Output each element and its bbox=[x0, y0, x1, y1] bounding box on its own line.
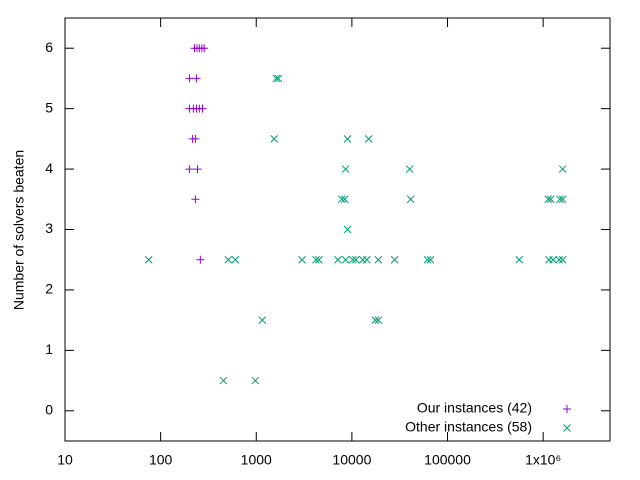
data-point bbox=[426, 255, 435, 264]
data-point bbox=[371, 316, 380, 324]
data-point bbox=[298, 255, 306, 264]
data-point bbox=[348, 255, 357, 264]
data-point bbox=[374, 316, 383, 324]
x-tick-label: 100000 bbox=[424, 452, 471, 468]
data-point bbox=[351, 255, 360, 264]
data-point bbox=[558, 195, 567, 204]
data-point bbox=[272, 74, 281, 83]
y-tick-label: 2 bbox=[45, 281, 53, 297]
x-tick-label: 10000 bbox=[332, 452, 371, 468]
legend-label: Other instances (58) bbox=[405, 419, 532, 435]
data-point bbox=[224, 255, 233, 264]
y-tick-label: 6 bbox=[45, 39, 53, 55]
y-tick-label: 5 bbox=[45, 99, 53, 115]
data-point bbox=[364, 135, 373, 143]
data-point bbox=[219, 376, 228, 385]
data-point bbox=[405, 165, 414, 173]
data-point bbox=[555, 255, 564, 264]
data-point bbox=[362, 255, 371, 264]
data-point bbox=[334, 255, 342, 264]
data-point bbox=[185, 74, 194, 83]
data-point bbox=[274, 74, 283, 83]
data-point bbox=[196, 255, 205, 264]
legend-marker bbox=[563, 405, 571, 413]
data-point bbox=[358, 255, 367, 264]
data-point bbox=[191, 195, 200, 204]
data-point bbox=[515, 255, 524, 264]
data-point bbox=[341, 255, 350, 264]
data-point bbox=[556, 195, 564, 204]
data-point bbox=[343, 135, 352, 143]
data-point bbox=[191, 134, 200, 143]
data-point bbox=[258, 316, 267, 324]
data-point bbox=[545, 255, 553, 264]
y-tick-label: 1 bbox=[45, 341, 53, 357]
y-tick-label: 4 bbox=[45, 160, 53, 176]
data-point bbox=[390, 255, 399, 264]
data-point bbox=[343, 225, 352, 234]
data-point bbox=[270, 135, 279, 143]
data-point bbox=[549, 255, 557, 264]
x-tick-label: 100 bbox=[149, 452, 173, 468]
y-tick-label: 0 bbox=[45, 401, 53, 417]
data-point bbox=[198, 104, 207, 113]
y-tick-label: 3 bbox=[45, 220, 53, 236]
data-point bbox=[341, 165, 350, 173]
legend-marker bbox=[563, 424, 571, 432]
data-point bbox=[546, 195, 555, 204]
data-point bbox=[558, 255, 567, 264]
data-point bbox=[231, 255, 240, 264]
data-point bbox=[185, 165, 194, 174]
x-tick-label: 1000 bbox=[241, 452, 272, 468]
data-point bbox=[423, 255, 432, 264]
y-axis-label: Number of solvers beaten bbox=[11, 150, 27, 310]
data-point bbox=[374, 255, 383, 264]
data-point bbox=[315, 255, 323, 264]
data-point bbox=[544, 195, 553, 204]
data-point bbox=[251, 376, 260, 385]
data-point bbox=[337, 195, 346, 204]
data-point bbox=[312, 255, 320, 264]
data-point bbox=[200, 44, 209, 53]
legend-label: Our instances (42) bbox=[417, 400, 532, 416]
data-point bbox=[558, 165, 567, 173]
data-point bbox=[193, 165, 202, 174]
data-point bbox=[406, 195, 415, 204]
x-tick-label: 10 bbox=[57, 452, 73, 468]
plot-frame bbox=[64, 17, 611, 442]
data-point bbox=[340, 195, 349, 204]
x-tick-label: 1x10⁶ bbox=[525, 452, 561, 468]
data-point bbox=[144, 255, 153, 264]
data-point bbox=[192, 74, 201, 83]
